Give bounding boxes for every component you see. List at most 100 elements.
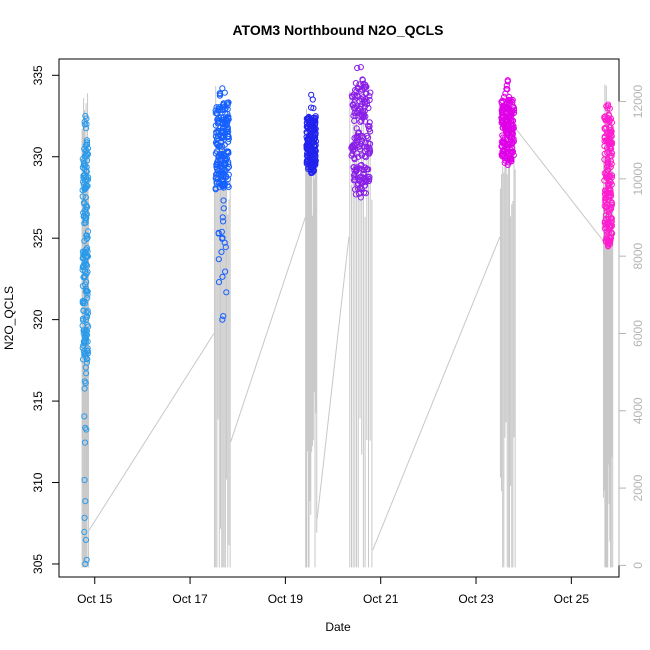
data-point: [354, 85, 362, 92]
data-point: [504, 86, 511, 93]
data-point: [357, 194, 364, 201]
data-point: [219, 273, 226, 280]
data-point: [222, 268, 229, 275]
data-point: [79, 266, 86, 273]
data-point: [81, 439, 89, 446]
data-point: [509, 98, 516, 106]
data-point: [216, 92, 223, 99]
data-point: [81, 165, 88, 173]
data-point: [603, 169, 610, 176]
data-point: [604, 243, 612, 250]
data-point: [362, 81, 369, 88]
data-point: [81, 118, 88, 125]
data-point: [223, 289, 230, 296]
data-point: [218, 152, 225, 160]
data-point: [307, 153, 314, 160]
data-point: [81, 200, 88, 207]
x-tick-label: Oct 19: [268, 592, 304, 606]
data-point: [222, 244, 229, 251]
data-point: [80, 178, 87, 185]
data-point: [312, 138, 319, 145]
data-point: [602, 212, 610, 219]
altitude-connector: [88, 333, 215, 531]
data-point: [601, 143, 608, 150]
data-point: [366, 119, 373, 126]
data-point: [214, 170, 221, 177]
data-point: [606, 105, 613, 112]
data-point: [84, 182, 91, 189]
data-point: [353, 109, 360, 116]
data-point: [219, 316, 226, 323]
data-point: [362, 139, 369, 146]
x-axis: Oct 15 Oct 17 Oct 19 Oct 21 Oct 23 Oct 25: [77, 576, 589, 606]
data-point: [82, 364, 89, 371]
y-axis-right: 0 2000 4000 6000 8000 10000 12000: [618, 85, 645, 569]
data-point: [83, 211, 91, 218]
data-point: [83, 308, 90, 315]
y-right-tick-label: 0: [631, 562, 645, 569]
data-point: [606, 112, 613, 119]
y-right-tick-label: 6000: [631, 320, 645, 347]
data-point: [355, 180, 362, 187]
data-point: [607, 224, 614, 231]
data-point: [82, 215, 89, 222]
data-point: [81, 260, 88, 267]
data-point: [215, 279, 223, 286]
data-point: [504, 122, 511, 130]
x-tick-label: Oct 23: [458, 592, 494, 606]
y-right-tick-label: 10000: [631, 162, 645, 196]
data-point: [225, 163, 233, 170]
data-point: [601, 125, 608, 132]
data-point: [499, 97, 506, 104]
chart-title: ATOM3 Northbound N2O_QCLS: [232, 22, 443, 38]
data-point: [83, 270, 90, 277]
data-point: [499, 109, 506, 116]
data-point: [358, 161, 365, 169]
data-point: [505, 93, 513, 101]
y-tick-label: 310: [31, 472, 45, 492]
data-point: [363, 165, 370, 173]
y-tick-label: 335: [31, 65, 45, 85]
data-point: [355, 130, 362, 137]
data-point: [507, 137, 515, 144]
data-point: [357, 64, 364, 71]
data-point: [82, 316, 90, 323]
data-point: [82, 328, 89, 335]
data-point: [503, 127, 510, 134]
data-point: [83, 426, 90, 433]
data-point: [83, 232, 91, 239]
data-point: [212, 107, 219, 114]
data-point: [82, 112, 89, 120]
data-point: [604, 105, 611, 112]
data-point: [83, 125, 90, 132]
data-point: [82, 194, 89, 201]
data-point: [601, 190, 609, 197]
data-point: [355, 112, 362, 119]
data-point: [359, 77, 366, 84]
data-point: [83, 370, 90, 377]
data-point: [604, 175, 611, 182]
data-point: [218, 157, 225, 164]
data-point: [81, 378, 88, 385]
data-point: [607, 158, 615, 165]
data-point: [215, 157, 222, 164]
data-point: [362, 179, 369, 186]
y-tick-label: 330: [31, 146, 45, 166]
data-point: [607, 140, 615, 147]
altitude-trace: [81, 84, 614, 568]
data-point: [225, 133, 232, 141]
data-point: [363, 132, 371, 139]
data-point: [605, 193, 613, 200]
data-point: [79, 263, 87, 270]
data-point: [500, 117, 507, 124]
data-point: [82, 353, 90, 360]
data-point: [79, 164, 87, 171]
data-point: [83, 151, 91, 158]
data-point: [81, 385, 88, 392]
data-point: [213, 130, 220, 137]
x-tick-label: Oct 17: [172, 592, 208, 606]
data-point: [81, 145, 88, 152]
data-point: [219, 177, 226, 184]
data-point: [80, 307, 87, 314]
